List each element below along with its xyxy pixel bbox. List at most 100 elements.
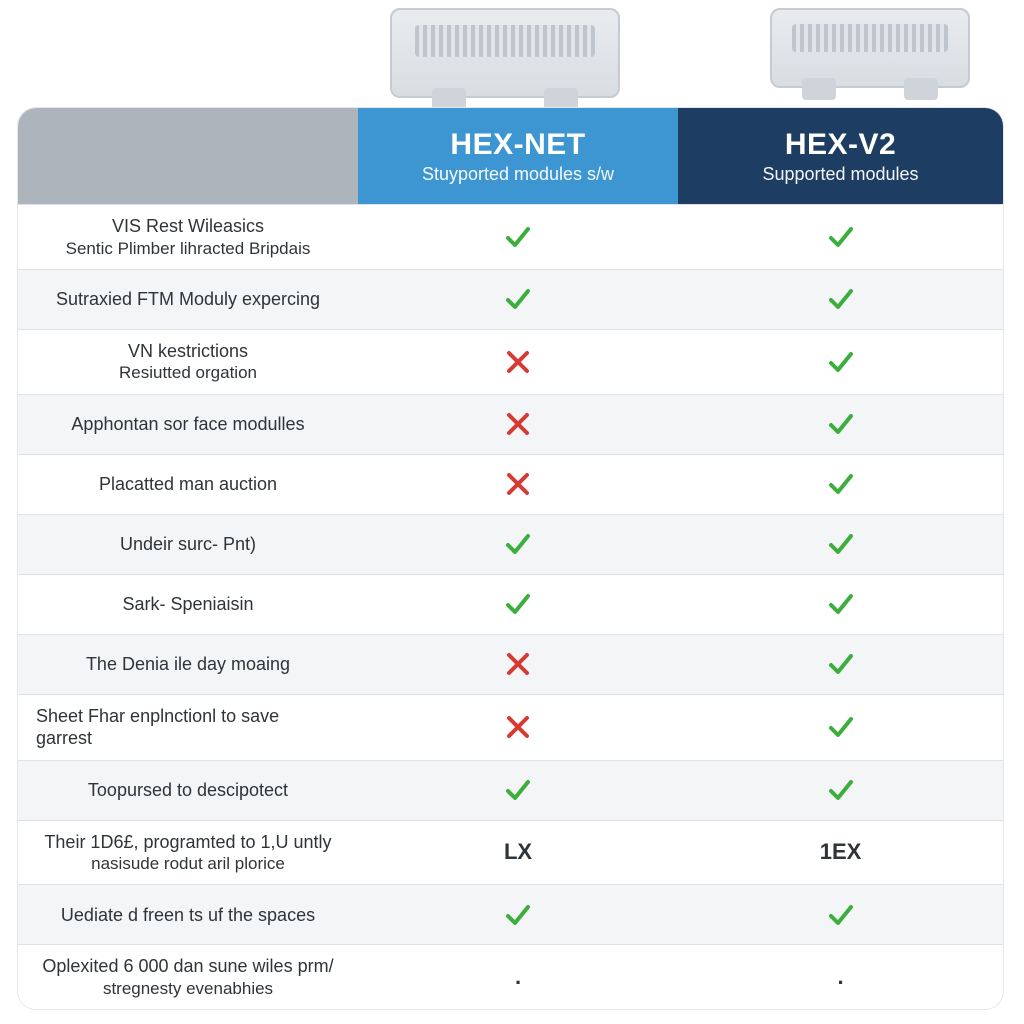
table-row: Sutraxied FTM Moduly expercing: [18, 269, 1003, 329]
cell-hexnet: [358, 635, 678, 694]
cross-icon: [503, 469, 533, 499]
cell-hexv2: [678, 455, 1003, 514]
cell-hexv2: [678, 270, 1003, 329]
header-hexv2: HEX-V2 Supported modules: [678, 108, 1003, 204]
table-row: Toopursed to descipotect: [18, 760, 1003, 820]
cell-hexv2: [678, 695, 1003, 760]
row-label-line1: VN kestrictions: [128, 340, 248, 363]
cell-hexnet: [358, 455, 678, 514]
cell-text: LX: [504, 839, 532, 865]
table-row: Undeir surc- Pnt): [18, 514, 1003, 574]
table-row: Sheet Fhar enplnctionl to save garrest: [18, 694, 1003, 760]
cell-hexnet: [358, 575, 678, 634]
comparison-table: HEX-NET Stuyported modules s/w HEX-V2 Su…: [18, 108, 1003, 1009]
cell-hexv2: [678, 205, 1003, 269]
cross-icon: [503, 347, 533, 377]
header-title: HEX-NET: [450, 128, 585, 162]
cross-icon: [503, 409, 533, 439]
check-icon: [826, 284, 856, 314]
row-label-line1: Placatted man auction: [99, 473, 277, 496]
row-label-line1: Sutraxied FTM Moduly expercing: [56, 288, 320, 311]
row-label: Sutraxied FTM Moduly expercing: [18, 270, 358, 329]
table-row: VN kestrictionsResiutted orgation: [18, 329, 1003, 394]
row-label-line2: stregnesty evenabhies: [103, 978, 273, 999]
table-row: Placatted man auction: [18, 454, 1003, 514]
check-icon: [826, 347, 856, 377]
table-row: Oplexited 6 000 dan sune wiles prm/streg…: [18, 944, 1003, 1009]
cell-hexnet: [358, 395, 678, 454]
row-label: Oplexited 6 000 dan sune wiles prm/streg…: [18, 945, 358, 1009]
product-image-hexv2: [770, 8, 970, 88]
table-row: Uediate d freen ts uf the spaces: [18, 884, 1003, 944]
check-icon: [826, 222, 856, 252]
check-icon: [503, 589, 533, 619]
cell-hexnet: [358, 695, 678, 760]
table-row: The Denia ile day moaing: [18, 634, 1003, 694]
table-header-row: HEX-NET Stuyported modules s/w HEX-V2 Su…: [18, 108, 1003, 204]
header-subtitle: Supported modules: [762, 164, 918, 185]
check-icon: [826, 409, 856, 439]
product-image-hexnet: [390, 8, 620, 98]
row-label-line2: Resiutted orgation: [119, 362, 257, 383]
header-hexnet: HEX-NET Stuyported modules s/w: [358, 108, 678, 204]
cell-hexv2: [678, 330, 1003, 394]
check-icon: [503, 222, 533, 252]
cross-icon: [503, 649, 533, 679]
cell-hexnet: .: [358, 945, 678, 1009]
check-icon: [503, 775, 533, 805]
row-label-line1: Toopursed to descipotect: [88, 779, 288, 802]
row-label: Apphontan sor face modulles: [18, 395, 358, 454]
row-label-line1: Undeir surc- Pnt): [120, 533, 256, 556]
table-row: Sark- Speniaisin: [18, 574, 1003, 634]
row-label: Placatted man auction: [18, 455, 358, 514]
row-label-line1: Uediate d freen ts uf the spaces: [61, 904, 315, 927]
cell-hexnet: [358, 885, 678, 944]
cell-hexnet: [358, 270, 678, 329]
cell-hexv2: [678, 515, 1003, 574]
cell-text: .: [515, 964, 521, 990]
cross-icon: [503, 712, 533, 742]
check-icon: [826, 649, 856, 679]
check-icon: [826, 469, 856, 499]
check-icon: [503, 529, 533, 559]
cell-hexnet: [358, 761, 678, 820]
table-row: VIS Rest WileasicsSentic Plimber lihract…: [18, 204, 1003, 269]
check-icon: [503, 284, 533, 314]
cell-hexv2: [678, 635, 1003, 694]
cell-hexv2: [678, 395, 1003, 454]
row-label: Their 1D6£, programted to 1,U untlynasis…: [18, 821, 358, 885]
check-icon: [826, 712, 856, 742]
header-subtitle: Stuyported modules s/w: [422, 164, 614, 185]
check-icon: [826, 529, 856, 559]
table-row: Their 1D6£, programted to 1,U untlynasis…: [18, 820, 1003, 885]
row-label: VIS Rest WileasicsSentic Plimber lihract…: [18, 205, 358, 269]
row-label-line2: nasisude rodut aril plorice: [91, 853, 285, 874]
table-body: VIS Rest WileasicsSentic Plimber lihract…: [18, 204, 1003, 1009]
cell-hexnet: [358, 330, 678, 394]
cell-hexv2: .: [678, 945, 1003, 1009]
row-label-line1: Their 1D6£, programted to 1,U untly: [44, 831, 331, 854]
cell-hexv2: [678, 885, 1003, 944]
check-icon: [826, 775, 856, 805]
header-blank: [18, 108, 358, 204]
cell-text: 1EX: [820, 839, 862, 865]
row-label: Toopursed to descipotect: [18, 761, 358, 820]
row-label-line1: Sheet Fhar enplnctionl to save garrest: [36, 705, 340, 750]
header-title: HEX-V2: [785, 128, 896, 162]
row-label: Sheet Fhar enplnctionl to save garrest: [18, 695, 358, 760]
row-label: The Denia ile day moaing: [18, 635, 358, 694]
cell-hexnet: LX: [358, 821, 678, 885]
cell-hexv2: 1EX: [678, 821, 1003, 885]
row-label: Sark- Speniaisin: [18, 575, 358, 634]
cell-hexv2: [678, 575, 1003, 634]
table-row: Apphontan sor face modulles: [18, 394, 1003, 454]
row-label-line1: The Denia ile day moaing: [86, 653, 290, 676]
check-icon: [503, 900, 533, 930]
cell-hexv2: [678, 761, 1003, 820]
check-icon: [826, 900, 856, 930]
row-label-line1: Apphontan sor face modulles: [71, 413, 304, 436]
cell-text: .: [837, 964, 843, 990]
row-label-line2: Sentic Plimber lihracted Bripdais: [66, 238, 311, 259]
row-label-line1: VIS Rest Wileasics: [112, 215, 264, 238]
row-label-line1: Sark- Speniaisin: [122, 593, 253, 616]
